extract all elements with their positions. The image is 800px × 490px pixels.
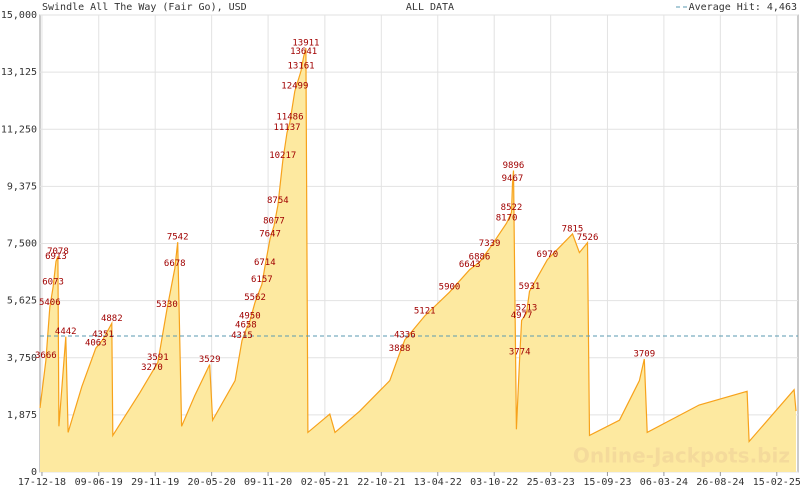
- x-tick-label: 13-04-22: [414, 477, 462, 488]
- area-line: [39, 48, 797, 444]
- data-label: 7647: [259, 230, 281, 240]
- data-label: 6886: [469, 253, 491, 263]
- x-tick-label: 29-11-19: [131, 477, 179, 488]
- data-label: 4977: [511, 311, 533, 321]
- data-label: 7078: [47, 247, 69, 257]
- data-label: 3666: [35, 351, 57, 361]
- y-tick-label: 0: [31, 467, 37, 478]
- x-tick-label: 03-10-22: [470, 477, 518, 488]
- data-label: 3270: [141, 363, 163, 373]
- data-label: 3591: [147, 353, 169, 363]
- data-label: 5213: [516, 304, 538, 314]
- y-tick-label: 3,750: [7, 353, 37, 364]
- x-tick-label: 06-03-24: [640, 477, 688, 488]
- area-fill: [40, 48, 796, 472]
- x-tick-label: 09-11-20: [244, 477, 292, 488]
- chart-title: Swindle All The Way (Fair Go), USD: [42, 2, 247, 13]
- data-label: 6970: [537, 250, 559, 260]
- data-label: 3529: [199, 355, 221, 365]
- x-tick-label: 15-02-25: [753, 477, 800, 488]
- x-tick-label: 15-09-23: [583, 477, 631, 488]
- data-label: 9896: [503, 161, 525, 171]
- x-tick-label: 22-10-21: [357, 477, 405, 488]
- data-label: 6913: [45, 252, 67, 262]
- data-label: 7815: [562, 224, 584, 234]
- data-label: 8170: [496, 214, 518, 224]
- data-label: 5406: [39, 298, 61, 308]
- data-label: 13161: [287, 62, 314, 72]
- data-label: 4658: [235, 321, 257, 331]
- data-label: 5900: [439, 283, 461, 293]
- data-label: 8754: [267, 196, 289, 206]
- data-label: 5121: [414, 306, 436, 316]
- data-label: 4336: [394, 330, 416, 340]
- y-tick-label: 9,375: [7, 181, 37, 192]
- data-label: 12499: [281, 82, 308, 92]
- y-tick-label: 15,000: [1, 10, 37, 21]
- data-label: 6073: [42, 277, 64, 287]
- x-tick-label: 09-06-19: [75, 477, 123, 488]
- x-tick-label: 20-05-20: [188, 477, 236, 488]
- data-label: 3774: [509, 348, 531, 358]
- average-label: Average Hit: 4,463: [689, 2, 797, 13]
- y-tick-label: 5,625: [7, 296, 37, 307]
- data-label: 4351: [92, 330, 114, 340]
- data-label: 5330: [156, 300, 178, 310]
- data-label: 5931: [519, 282, 541, 292]
- data-label: 4442: [55, 327, 77, 337]
- y-tick-label: 13,125: [1, 67, 37, 78]
- data-label: 10217: [269, 151, 296, 161]
- data-label: 7339: [479, 239, 501, 249]
- x-tick-label: 25-03-23: [527, 477, 575, 488]
- data-label: 7542: [167, 233, 189, 243]
- data-label: 8077: [263, 216, 285, 226]
- data-label: 6157: [251, 275, 273, 285]
- data-label: 3709: [633, 349, 655, 359]
- data-label: 6643: [459, 260, 481, 270]
- watermark: Online-Jackpots.biz: [573, 444, 790, 468]
- x-tick-label: 17-12-18: [18, 477, 66, 488]
- y-tick-label: 11,250: [1, 124, 37, 135]
- data-label: 3888: [389, 344, 411, 354]
- x-tick-label: 26-08-24: [696, 477, 744, 488]
- data-label: 4315: [231, 331, 253, 341]
- data-label: 7526: [577, 233, 599, 243]
- data-label: 11137: [273, 123, 300, 133]
- data-label: 5562: [244, 293, 266, 303]
- y-tick-label: 1,875: [7, 410, 37, 421]
- data-label: 4882: [101, 314, 123, 324]
- y-tick-label: 7,500: [7, 239, 37, 250]
- data-label: 13911: [292, 39, 319, 49]
- x-tick-label: 02-05-21: [301, 477, 349, 488]
- data-label: 4063: [85, 339, 107, 349]
- data-label: 6678: [164, 259, 186, 269]
- data-label: 13641: [290, 47, 317, 57]
- data-label: 8522: [501, 203, 523, 213]
- data-label: 6714: [254, 258, 276, 268]
- data-label: 4950: [239, 312, 261, 322]
- data-label: 11486: [276, 113, 303, 123]
- chart-subtitle: ALL DATA: [406, 2, 454, 13]
- data-label: 9467: [502, 174, 524, 184]
